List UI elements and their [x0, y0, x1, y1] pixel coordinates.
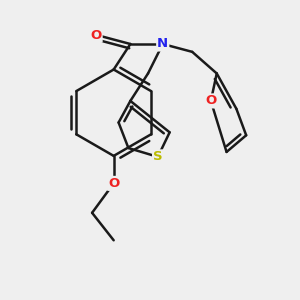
Text: S: S [153, 150, 163, 164]
Text: N: N [157, 38, 168, 50]
Text: O: O [108, 177, 119, 190]
Text: O: O [205, 94, 217, 107]
Text: O: O [90, 29, 102, 42]
